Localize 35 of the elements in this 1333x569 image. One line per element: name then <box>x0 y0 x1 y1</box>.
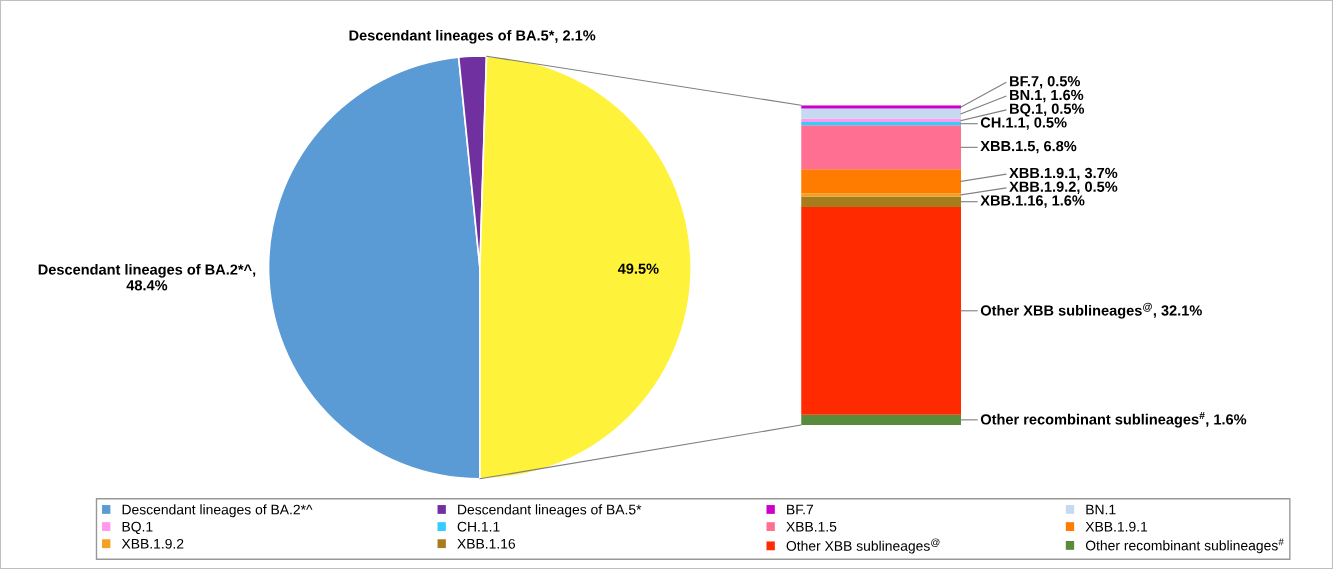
legend-label: XBB.1.5 <box>786 521 837 532</box>
data-label: Descendant lineages of BA.2*^, 48.4% <box>38 264 256 291</box>
data-label: XBB.1.16, 1.6% <box>980 195 1085 208</box>
bar <box>801 169 962 194</box>
data-label: CH.1.1, 0.5% <box>980 117 1067 130</box>
legend-label: BF.7 <box>787 504 814 515</box>
data-label: Descendant lineages of BA.5*, 2.1% <box>349 29 596 44</box>
data-label: XBB.1.9.2, 0.5% <box>1009 181 1118 194</box>
data-label: BQ.1, 0.5% <box>1010 103 1085 117</box>
legend-label: Descendant lineages of BA.5* <box>458 504 642 518</box>
legend-label: XBB.1.9.1 <box>1085 521 1148 532</box>
bar <box>801 122 962 126</box>
legend-label: Other recombinant sublineages$^{#}$ <box>1085 538 1284 554</box>
legend-label: Descendant lineages of BA.2*^ <box>122 504 313 518</box>
legend-label: XBB.1.16 <box>457 538 516 549</box>
bar <box>801 414 962 426</box>
data-label: BN.1, 1.6% <box>1010 89 1084 103</box>
legend-label: BQ.1 <box>122 521 153 535</box>
bar <box>801 105 962 109</box>
legend-label: CH.1.1 <box>457 521 500 532</box>
bar <box>801 193 962 197</box>
data-label: Other recombinant sublineages$^{#}$, 1.6% <box>980 412 1247 428</box>
bar <box>801 206 962 415</box>
bar <box>801 196 962 207</box>
data-label: 49.5% <box>617 263 659 274</box>
legend-label: XBB.1.9.2 <box>121 538 184 549</box>
data-label: BF.7, 0.5% <box>1010 76 1081 89</box>
legend-label: Other XBB sublineages$^{@}$ <box>786 538 940 554</box>
legend-label: BN.1 <box>1086 504 1116 515</box>
bar <box>801 125 962 170</box>
data-label: XBB.1.5, 6.8% <box>980 140 1077 154</box>
bar <box>801 118 962 123</box>
data-label: XBB.1.9.1, 3.7% <box>1009 167 1118 181</box>
data-label: Other XBB sublineages$^{@}$, 32.1% <box>980 302 1202 319</box>
bar <box>801 108 962 119</box>
